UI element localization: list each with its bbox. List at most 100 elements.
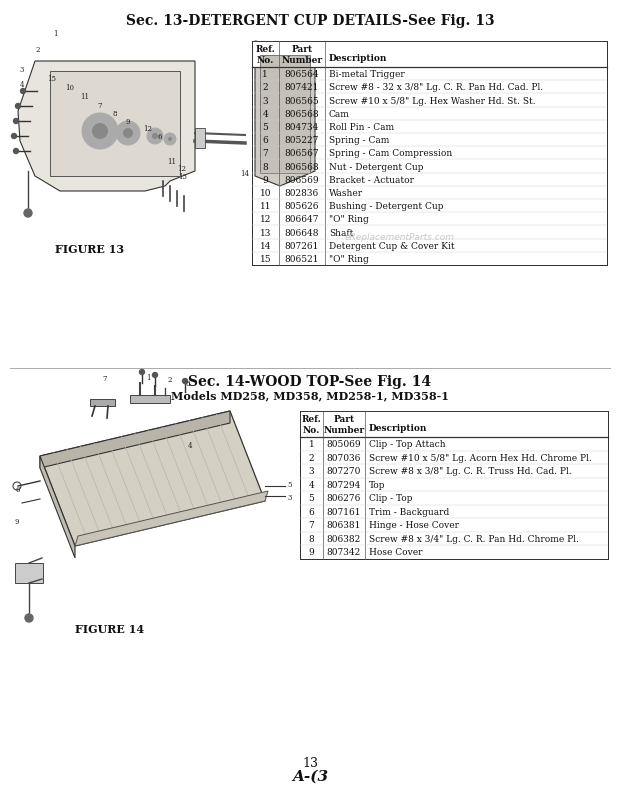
Text: 806521: 806521 [285, 255, 319, 264]
Text: 805069: 805069 [327, 440, 361, 448]
Text: 2: 2 [168, 375, 172, 384]
Text: 1: 1 [146, 374, 150, 381]
Text: Top: Top [369, 480, 385, 489]
Text: 806648: 806648 [285, 228, 319, 237]
Text: 807270: 807270 [327, 466, 361, 476]
Bar [300, 411, 608, 559]
Circle shape [14, 119, 19, 124]
Text: 1: 1 [53, 30, 57, 38]
Text: 11: 11 [81, 93, 89, 101]
Circle shape [168, 138, 172, 142]
Text: 806276: 806276 [327, 494, 361, 503]
Circle shape [123, 129, 133, 139]
Circle shape [140, 370, 144, 375]
Text: 5: 5 [309, 494, 314, 503]
Text: 2: 2 [262, 84, 268, 92]
Text: 807294: 807294 [327, 480, 361, 489]
Circle shape [24, 210, 32, 217]
Text: 1: 1 [309, 440, 314, 448]
Text: 807036: 807036 [327, 453, 361, 462]
Circle shape [82, 114, 118, 150]
Bar [300, 411, 608, 437]
Text: Roll Pin - Cam: Roll Pin - Cam [329, 122, 394, 131]
Text: 807261: 807261 [285, 242, 319, 251]
Circle shape [92, 124, 108, 139]
Text: 807161: 807161 [327, 507, 361, 516]
Polygon shape [255, 42, 315, 187]
Text: Bi-metal Trigger: Bi-metal Trigger [329, 70, 404, 79]
Polygon shape [18, 62, 195, 191]
Text: 3: 3 [288, 493, 292, 501]
Text: 7: 7 [103, 375, 107, 383]
Text: Spring - Cam Compression: Spring - Cam Compression [329, 149, 452, 158]
Text: 11: 11 [260, 202, 271, 211]
Text: 11: 11 [167, 158, 177, 165]
Circle shape [182, 379, 187, 384]
Text: 805626: 805626 [285, 202, 319, 211]
Text: 8: 8 [113, 109, 117, 118]
Text: 806569: 806569 [285, 175, 319, 184]
Text: 2: 2 [309, 453, 314, 462]
Text: 15: 15 [48, 75, 56, 83]
Circle shape [116, 122, 140, 146]
Text: Sec. 13-DETERGENT CUP DETAILS-See Fig. 13: Sec. 13-DETERGENT CUP DETAILS-See Fig. 1… [126, 14, 494, 28]
Text: Cam: Cam [329, 109, 350, 118]
Text: 5: 5 [288, 480, 292, 488]
Bar [15, 564, 43, 583]
Circle shape [20, 89, 25, 94]
Text: Bushing - Detergent Cup: Bushing - Detergent Cup [329, 202, 443, 211]
Text: Trim - Backguard: Trim - Backguard [369, 507, 449, 516]
Text: Part
Number: Part Number [323, 414, 365, 434]
Text: 2: 2 [36, 46, 40, 54]
Bar [252, 42, 607, 266]
Text: 805227: 805227 [285, 136, 319, 145]
Text: Screw #10 x 5/8" Lg. Hex Washer Hd. St. St.: Screw #10 x 5/8" Lg. Hex Washer Hd. St. … [329, 97, 536, 105]
Circle shape [164, 134, 176, 146]
Text: 807421: 807421 [285, 84, 319, 92]
Text: 806381: 806381 [327, 521, 361, 530]
Text: 3: 3 [262, 97, 268, 105]
Text: 806647: 806647 [285, 215, 319, 224]
Text: "O" Ring: "O" Ring [329, 215, 368, 224]
Text: 4: 4 [20, 81, 24, 89]
Text: 802836: 802836 [285, 189, 319, 198]
Polygon shape [40, 411, 230, 469]
Text: 12: 12 [260, 215, 271, 224]
Text: Description: Description [369, 424, 427, 433]
Text: Screw #10 x 5/8" Lg. Acorn Hex Hd. Chrome Pl.: Screw #10 x 5/8" Lg. Acorn Hex Hd. Chrom… [369, 453, 591, 462]
Circle shape [153, 373, 157, 378]
Text: 806568: 806568 [285, 109, 319, 118]
Text: Spring - Cam: Spring - Cam [329, 136, 389, 145]
Text: 806565: 806565 [285, 97, 319, 105]
Text: Washer: Washer [329, 189, 363, 198]
Bar [8, 32, 343, 247]
Circle shape [16, 105, 20, 109]
Text: eReplacementParts.com: eReplacementParts.com [345, 232, 455, 241]
Text: Part
Number: Part Number [281, 45, 322, 65]
Bar [130, 396, 170, 404]
Text: 4: 4 [262, 109, 268, 118]
Text: 6: 6 [157, 133, 162, 141]
Text: 12: 12 [177, 165, 187, 173]
Text: A-(3: A-(3 [292, 769, 328, 783]
Text: Description: Description [329, 54, 387, 63]
Text: 13: 13 [179, 173, 187, 181]
Text: 9: 9 [262, 175, 268, 184]
Bar [50, 72, 180, 177]
Text: FIGURE 13: FIGURE 13 [55, 243, 125, 255]
Text: Hose Cover: Hose Cover [369, 547, 422, 556]
Text: Shaft: Shaft [329, 228, 353, 237]
Text: 13: 13 [260, 228, 271, 237]
Text: 3: 3 [20, 66, 24, 74]
Circle shape [25, 614, 33, 622]
Text: 5: 5 [262, 122, 268, 131]
Text: Clip - Top: Clip - Top [369, 494, 412, 503]
Text: "O" Ring: "O" Ring [329, 255, 368, 264]
Text: Models MD258, MD358, MD258-1, MD358-1: Models MD258, MD358, MD258-1, MD358-1 [171, 389, 449, 401]
Text: Ref.
No.: Ref. No. [255, 45, 275, 65]
Text: 7: 7 [98, 102, 102, 109]
Text: 8: 8 [186, 380, 190, 388]
Text: 7: 7 [262, 149, 268, 158]
Text: 10: 10 [260, 189, 271, 198]
Text: Sec. 14-WOOD TOP-See Fig. 14: Sec. 14-WOOD TOP-See Fig. 14 [188, 375, 432, 388]
